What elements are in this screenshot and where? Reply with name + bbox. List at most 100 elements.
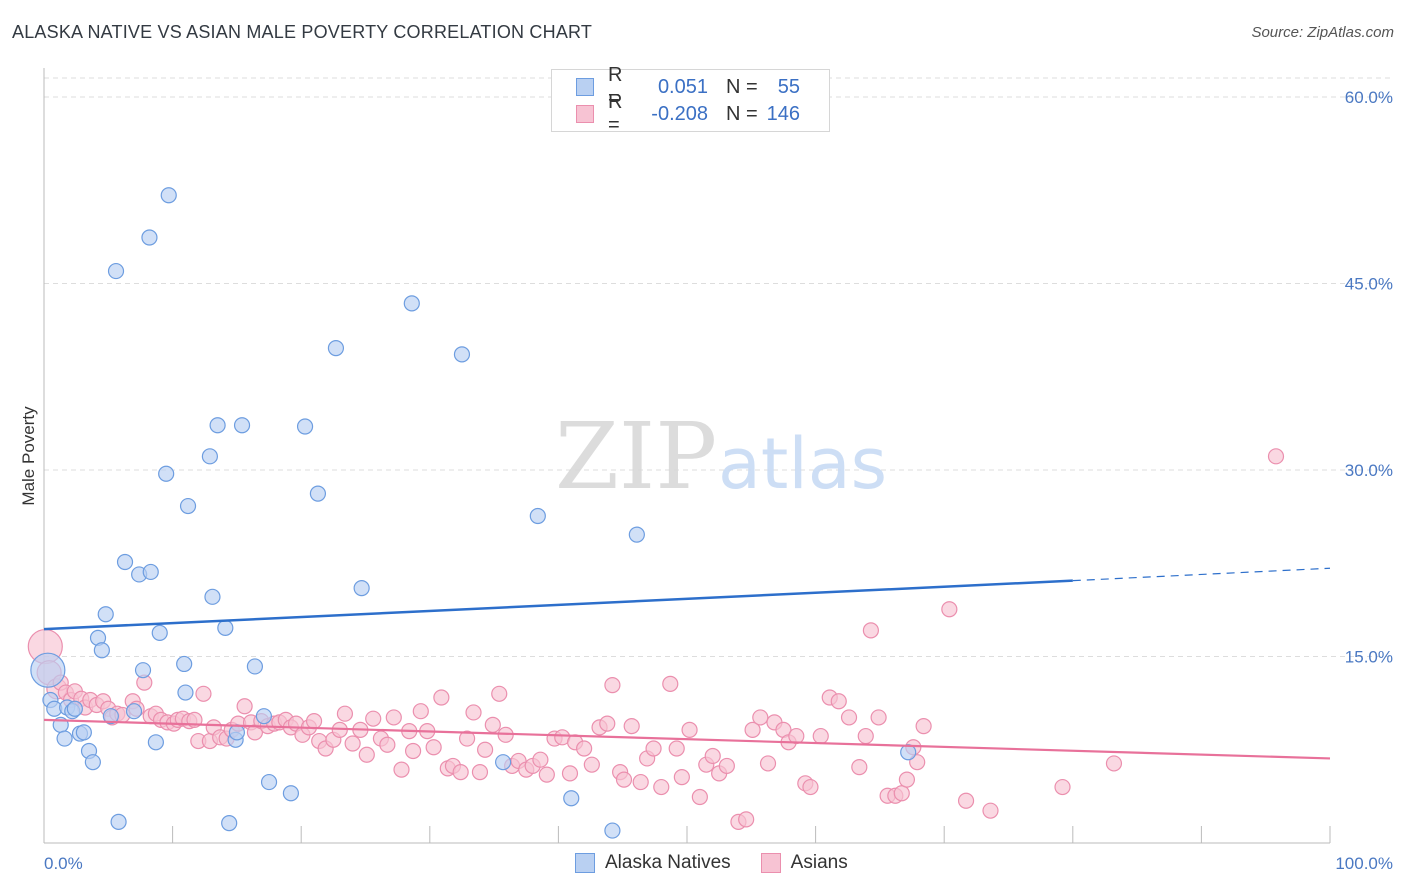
asians-trend-line [43,718,1331,760]
asians-point [957,792,975,809]
alaska-natives-point [75,724,92,741]
asians-point [1054,778,1071,796]
asians-point [738,811,755,828]
alaska-natives-point [233,417,251,434]
legend-item-asians[interactable]: Asians [760,852,848,874]
alaska-natives-point [179,497,197,515]
alaska-natives-point [495,754,512,771]
alaska-natives-point [30,652,66,688]
alaska-natives-point [177,684,194,701]
asians-point [718,757,735,775]
asians-point [893,785,910,802]
alaska-natives-point [327,340,345,357]
alaska-natives-point [66,700,83,717]
asians-point [236,698,253,715]
alaska-natives-point [217,619,234,637]
alaska-natives-point [125,703,143,720]
asians-point [898,771,916,788]
legend-row-asians: R = -0.208 N = 146 [576,91,800,136]
alaska-natives-point [296,418,314,435]
alaska-natives-point [209,417,226,434]
asians-point [365,710,382,727]
alaska-natives-point [97,606,114,623]
stats-legend: R = 0.051 N = 55 R = -0.208 N = 146 [551,64,830,136]
trend-lines [43,567,1331,760]
asians-point [752,709,769,726]
legend-row-alaska-natives: R = 0.051 N = 55 [576,64,800,109]
r-label: R = [608,91,623,136]
n-label: N = [726,75,758,98]
y-tick-label: 60.0% [1345,88,1393,107]
asians-point [433,689,450,706]
asians-point [653,778,670,796]
alaska-natives-point [56,730,73,747]
asians-point [681,721,698,738]
asians-point [385,709,402,726]
r-value: 0.051 [657,75,708,98]
series-legend: Alaska Natives Asians [575,852,878,874]
alaska-natives-point [93,642,110,659]
alaska-natives-point [453,346,471,363]
asians-point [305,713,323,730]
asians-point [336,705,354,722]
watermark: ZIP atlas [555,403,887,510]
asians-point [802,778,819,796]
alaska-natives-point [134,662,152,679]
asians-point [491,685,508,702]
asians-point [561,765,579,782]
asians-point [788,727,805,745]
legend-label-asians: Asians [790,852,848,873]
alaska-natives-point [403,295,420,312]
blue-swatch [575,853,595,873]
alaska-natives-point [604,822,621,839]
asians-point [195,685,212,702]
alaska-natives-point [255,708,273,725]
asians-point [1267,448,1285,465]
x-tick-label: 100.0% [1335,854,1393,873]
chart-title: ALASKA NATIVE VS ASIAN MALE POVERTY CORR… [12,22,593,42]
alaska-natives-point [141,229,158,246]
asians-point [412,703,429,720]
alaska-natives-point [158,465,175,482]
asians-point [851,759,868,776]
asians-point [1105,755,1123,772]
asians-point [704,747,721,765]
asians-point [623,718,640,735]
asians-point [465,704,482,721]
n-value: 55 [777,75,800,98]
asians-point [941,601,958,618]
asians-point [759,755,777,772]
asians-point [812,727,829,745]
n-value: 146 [766,102,800,125]
asians-point [344,735,361,752]
asians-point [393,761,410,778]
asians-point [452,764,469,781]
alaska-natives-point [160,187,177,204]
asians-point [982,802,999,819]
alaska-natives-point [201,448,218,465]
asians-point [840,709,858,726]
asians-point [632,773,649,791]
alaska-natives-point [142,563,159,581]
alaska-natives-point [529,507,546,525]
asians-point [358,746,375,763]
asians-point [458,730,476,747]
alaska-natives-point [563,790,580,807]
r-label: R = [608,64,623,109]
asians-point [909,754,926,771]
blue-swatch [576,78,594,96]
y-tick-label: 45.0% [1345,275,1393,294]
alaska-natives-trend-extension [1072,567,1331,582]
pink-swatch [576,105,594,123]
legend-item-alaska-natives[interactable]: Alaska Natives [575,852,731,874]
asians-point [576,740,593,757]
asians-point [471,764,489,781]
legend-label-alaska-natives: Alaska Natives [605,852,731,873]
asians-point [668,740,685,757]
alaska-natives-point [282,785,300,802]
asians-point [673,769,690,786]
alaska-natives-point [176,655,193,673]
asians-point [870,709,887,726]
y-tick-label: 30.0% [1345,461,1393,480]
